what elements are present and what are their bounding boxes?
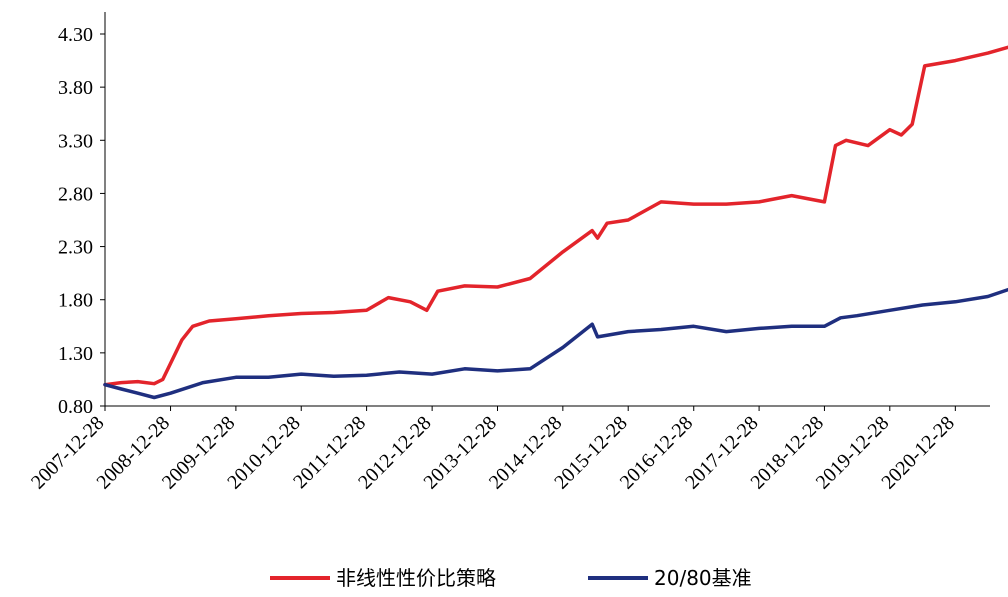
y-tick-label: 2.30 (58, 237, 93, 259)
y-tick-label: 2.80 (58, 183, 93, 205)
series-layer (103, 45, 1008, 400)
series-line-1 (103, 287, 1008, 400)
y-tick-label: 3.30 (58, 130, 93, 152)
series-line-0 (103, 45, 1008, 387)
y-axis: 0.80 1.30 1.80 2.30 2.80 3.30 3.80 4.30 (58, 12, 106, 418)
legend-label-1: 20/80基准 (654, 566, 752, 590)
y-tick-label: 3.80 (58, 77, 93, 99)
y-tick-label: 1.30 (58, 343, 93, 365)
y-tick-label: 1.80 (58, 290, 93, 312)
y-tick-label: 4.30 (58, 24, 93, 46)
legend-label-0: 非线性性价比策略 (336, 566, 496, 590)
y-tick-label: 0.80 (58, 396, 93, 418)
x-axis: 2007-12-282008-12-282009-12-282010-12-28… (27, 405, 990, 494)
legend: 非线性性价比策略 20/80基准 (270, 566, 752, 590)
